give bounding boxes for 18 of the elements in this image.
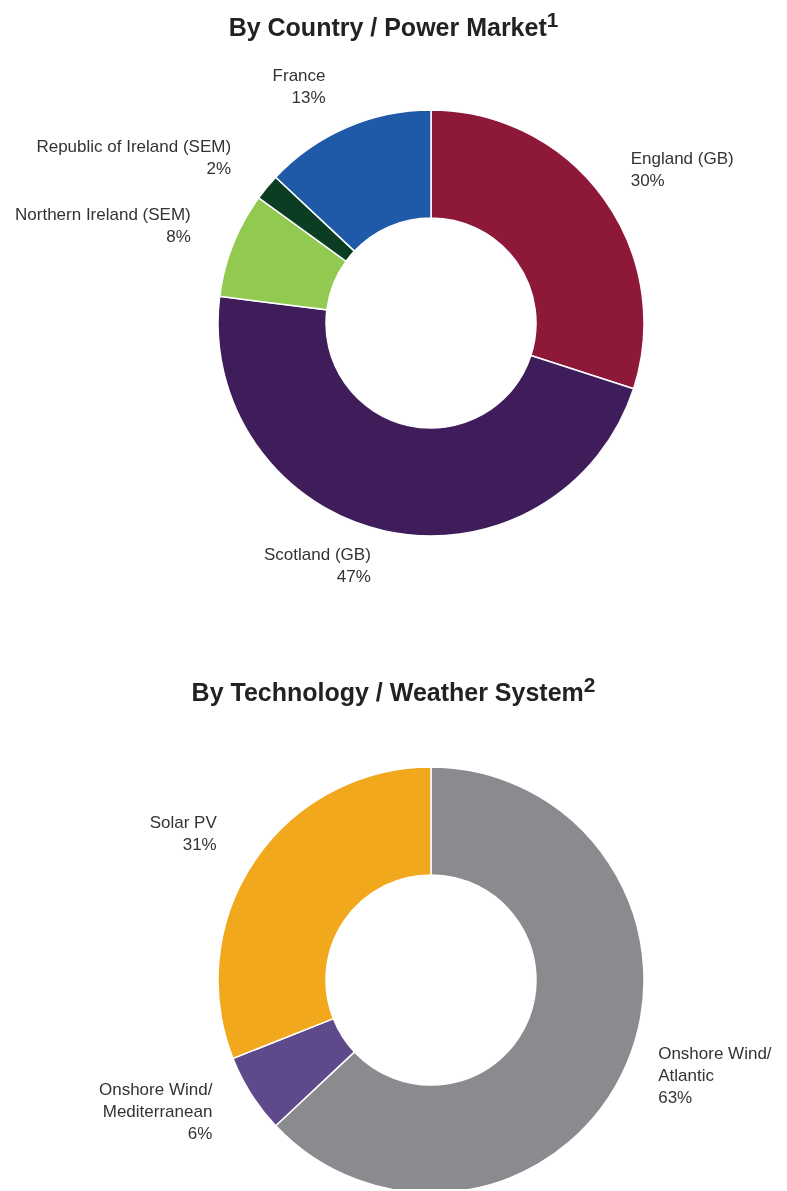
- slice-label: Onshore Wind/ Mediterranean: [98, 1079, 213, 1121]
- slice-label: Republic of Ireland (SEM): [36, 136, 232, 156]
- slice-label: Scotland (GB): [264, 544, 371, 564]
- data-label: 6%: [187, 1123, 213, 1143]
- data-label: 8%: [166, 226, 191, 246]
- slice-label: England (GB): [630, 149, 734, 169]
- slice-label: Onshore Wind/ Atlantic: [658, 1044, 772, 1086]
- chart-title: By Country / Power Market$^{1}$: [227, 8, 560, 44]
- slice-label: France: [272, 65, 326, 85]
- slice-label: Solar PV: [149, 812, 218, 832]
- data-label: 63%: [658, 1088, 693, 1108]
- data-label: 31%: [182, 834, 217, 854]
- chart-title: By Technology / Weather System$^{2}$: [190, 673, 597, 709]
- data-label: 2%: [206, 158, 232, 178]
- data-label: 30%: [630, 171, 665, 191]
- data-label: 13%: [291, 87, 326, 107]
- data-label: 47%: [336, 566, 371, 586]
- slice-label: Northern Ireland (SEM): [15, 204, 191, 224]
